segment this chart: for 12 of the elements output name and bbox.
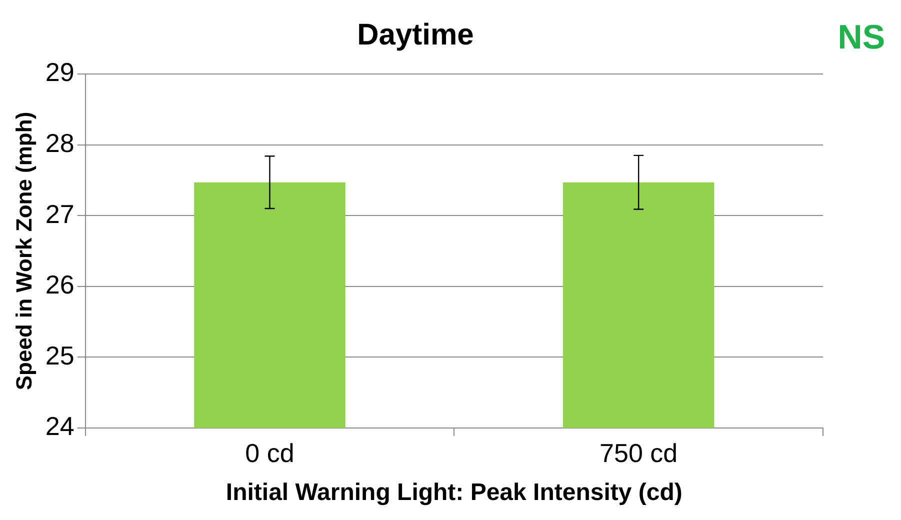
y-tick-label: 26 <box>45 270 74 300</box>
text: NS <box>838 18 885 56</box>
x-tick-label: 0 cd <box>245 438 294 468</box>
chart-title: Daytime <box>357 18 474 52</box>
y-tick-label: 29 <box>45 57 74 88</box>
x-axis-title: Initial Warning Light: Peak Intensity (cd) <box>226 479 682 506</box>
y-tick-label: 28 <box>45 128 74 158</box>
x-tick-label: 750 cd <box>600 438 678 468</box>
y-tick-label: 25 <box>45 340 74 370</box>
y-axis-title: Speed in Work Zone (mph) <box>11 112 36 390</box>
y-tick-label: 27 <box>45 198 74 229</box>
y-tick-label: 24 <box>45 411 74 442</box>
